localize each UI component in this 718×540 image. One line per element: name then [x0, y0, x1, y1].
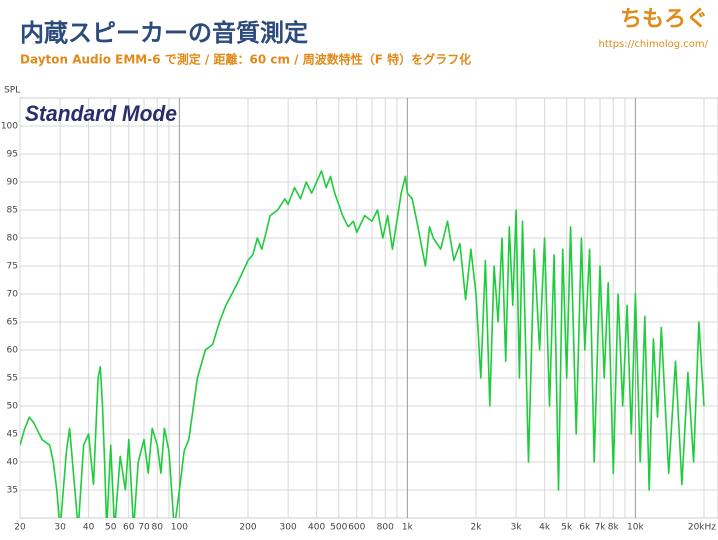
x-tick-label: 70 — [138, 523, 150, 533]
annotation: Standard Mode — [25, 101, 177, 126]
x-tick-label: 40 — [83, 523, 95, 533]
x-tick-label: 4k — [539, 523, 551, 533]
y-tick-label: 100 — [1, 122, 18, 132]
y-tick-label: 95 — [7, 150, 18, 160]
logo: ちもろぐ — [620, 7, 708, 32]
y-tick-label: 75 — [7, 262, 18, 272]
y-tick-label: 90 — [7, 178, 19, 188]
y-tick-label: 55 — [7, 374, 18, 384]
y-tick-label: 80 — [7, 234, 19, 244]
y-tick-label: 45 — [7, 430, 18, 440]
x-tick-label: 400 — [308, 523, 325, 533]
x-tick-label: 60 — [123, 523, 135, 533]
y-tick-label: 70 — [7, 290, 19, 300]
x-tick-label: 50 — [105, 523, 117, 533]
chart-title: 内蔵スピーカーの音質測定 — [20, 19, 308, 47]
y-tick-label: 50 — [7, 402, 19, 412]
chart-subtitle: Dayton Audio EMM-6 で測定 / 距離：60 cm / 周波数特… — [20, 52, 471, 67]
x-tick-label: 300 — [280, 523, 297, 533]
x-tick-label: 200 — [239, 523, 256, 533]
x-tick-label: 6k — [579, 523, 591, 533]
y-tick-label: 35 — [7, 486, 18, 496]
x-tick-label: 800 — [377, 523, 394, 533]
x-tick-label: 3k — [511, 523, 523, 533]
x-tick-label: 500 — [330, 523, 347, 533]
x-tick-label: 1k — [402, 523, 414, 533]
x-tick-label: 10k — [627, 523, 644, 533]
y-axis-label: SPL — [4, 86, 20, 96]
y-tick-label: 40 — [7, 458, 19, 468]
logo-url: https://chimolog.com/ — [599, 39, 709, 50]
y-tick-label: 65 — [7, 318, 18, 328]
x-tick-label: 100 — [171, 523, 188, 533]
x-tick-label: 30 — [54, 523, 66, 533]
line — [20, 170, 705, 518]
y-tick-label: 60 — [7, 346, 19, 356]
x-tick-label: 5k — [561, 523, 573, 533]
x-tick-label: 8k — [608, 523, 620, 533]
x-tick-label: 80 — [152, 523, 164, 533]
y-tick-label: 85 — [7, 206, 18, 216]
x-tick-label: 20 — [14, 523, 26, 533]
x-tick-label: 600 — [348, 523, 365, 533]
x-tick-label: 7k — [595, 523, 607, 533]
x-tick-label: 2k — [471, 523, 483, 533]
x-tick-label: 20kHz — [688, 523, 716, 533]
